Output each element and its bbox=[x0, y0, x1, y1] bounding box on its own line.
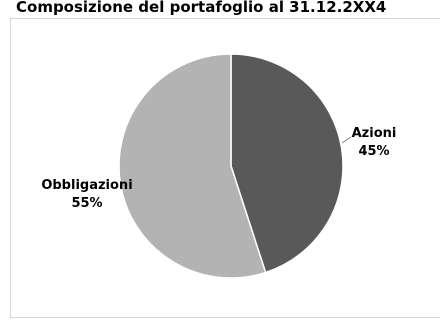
pie-slice-azioni bbox=[230, 53, 344, 274]
chart-title: Composizione del portafoglio al 31.12.2X… bbox=[16, 0, 387, 16]
data-label-category-obbligazioni: Obbligazioni bbox=[41, 178, 132, 193]
leader-line-azioni bbox=[341, 136, 352, 144]
data-label-category-azioni: Azioni bbox=[352, 126, 397, 141]
pie-slice-obbligazioni bbox=[118, 53, 267, 279]
data-label-value-azioni: 45% bbox=[358, 144, 389, 159]
data-label-value-obbligazioni: 55% bbox=[71, 196, 102, 211]
pie-slices bbox=[118, 53, 344, 279]
pie-data-labels: Azioni 45% Obbligazioni 55% bbox=[41, 126, 396, 211]
